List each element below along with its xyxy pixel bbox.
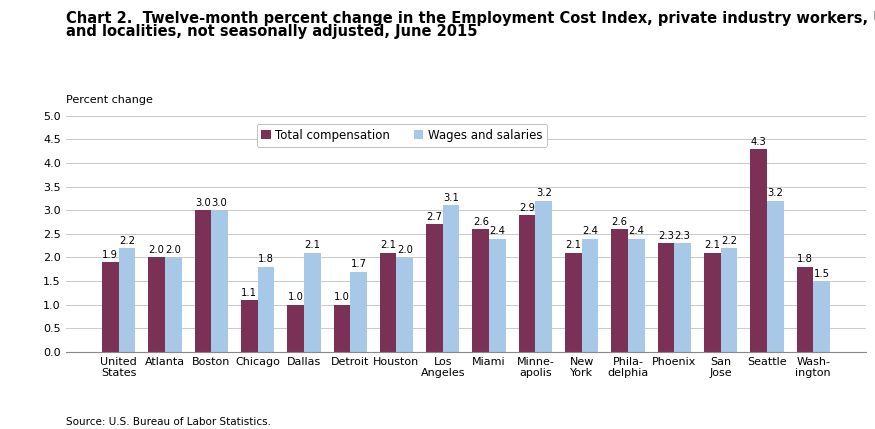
Bar (241, 300, 257, 352)
Text: 2.1: 2.1 (304, 240, 320, 251)
Bar (813, 281, 829, 352)
Text: and localities, not seasonally adjusted, June 2015: and localities, not seasonally adjusted,… (66, 24, 477, 39)
Bar (426, 224, 443, 352)
Bar (721, 248, 738, 352)
Bar (750, 149, 766, 352)
Text: 2.6: 2.6 (612, 217, 627, 227)
Bar (443, 205, 459, 352)
Bar (628, 239, 645, 352)
Text: 1.5: 1.5 (814, 269, 829, 279)
Bar (396, 257, 413, 352)
Text: 1.7: 1.7 (351, 259, 367, 269)
Bar (565, 253, 582, 352)
Text: 2.0: 2.0 (397, 245, 413, 255)
Text: 2.2: 2.2 (119, 236, 135, 245)
Text: 1.8: 1.8 (258, 254, 274, 264)
Bar (380, 253, 396, 352)
Text: 3.1: 3.1 (443, 193, 459, 203)
Text: 3.2: 3.2 (767, 188, 783, 198)
Bar (102, 262, 119, 352)
Text: 1.9: 1.9 (102, 250, 118, 260)
Bar (165, 257, 182, 352)
Bar (333, 305, 350, 352)
Text: Percent change: Percent change (66, 95, 152, 105)
Text: 2.2: 2.2 (721, 236, 737, 245)
Bar (287, 305, 304, 352)
Bar (536, 201, 552, 352)
Legend: Total compensation, Wages and salaries: Total compensation, Wages and salaries (256, 124, 547, 147)
Text: 2.9: 2.9 (519, 202, 535, 213)
Bar (582, 239, 598, 352)
Text: 2.4: 2.4 (582, 226, 598, 236)
Text: 1.0: 1.0 (288, 292, 304, 302)
Bar (149, 257, 165, 352)
Bar (473, 229, 489, 352)
Bar (519, 215, 536, 352)
Text: 2.3: 2.3 (658, 231, 674, 241)
Bar (350, 272, 367, 352)
Text: 3.2: 3.2 (536, 188, 551, 198)
Text: 2.1: 2.1 (380, 240, 396, 251)
Text: 1.8: 1.8 (797, 254, 813, 264)
Bar (257, 267, 274, 352)
Text: Source: U.S. Bureau of Labor Statistics.: Source: U.S. Bureau of Labor Statistics. (66, 417, 270, 427)
Bar (766, 201, 783, 352)
Text: 2.4: 2.4 (489, 226, 506, 236)
Bar (304, 253, 320, 352)
Text: 2.3: 2.3 (675, 231, 690, 241)
Text: 2.6: 2.6 (473, 217, 489, 227)
Text: 1.0: 1.0 (334, 292, 350, 302)
Text: Chart 2.  Twelve-month percent change in the Employment Cost Index, private indu: Chart 2. Twelve-month percent change in … (66, 11, 875, 26)
Bar (211, 210, 228, 352)
Bar (194, 210, 211, 352)
Bar (796, 267, 813, 352)
Text: 2.0: 2.0 (165, 245, 181, 255)
Text: 2.1: 2.1 (565, 240, 581, 251)
Text: 2.4: 2.4 (628, 226, 644, 236)
Bar (489, 239, 506, 352)
Text: 3.0: 3.0 (212, 198, 228, 208)
Text: 1.1: 1.1 (242, 287, 257, 298)
Bar (119, 248, 136, 352)
Bar (658, 243, 675, 352)
Bar (704, 253, 721, 352)
Text: 2.0: 2.0 (149, 245, 164, 255)
Text: 2.1: 2.1 (704, 240, 720, 251)
Text: 4.3: 4.3 (751, 136, 766, 147)
Text: 2.7: 2.7 (426, 212, 443, 222)
Text: 3.0: 3.0 (195, 198, 211, 208)
Bar (675, 243, 691, 352)
Bar (612, 229, 628, 352)
